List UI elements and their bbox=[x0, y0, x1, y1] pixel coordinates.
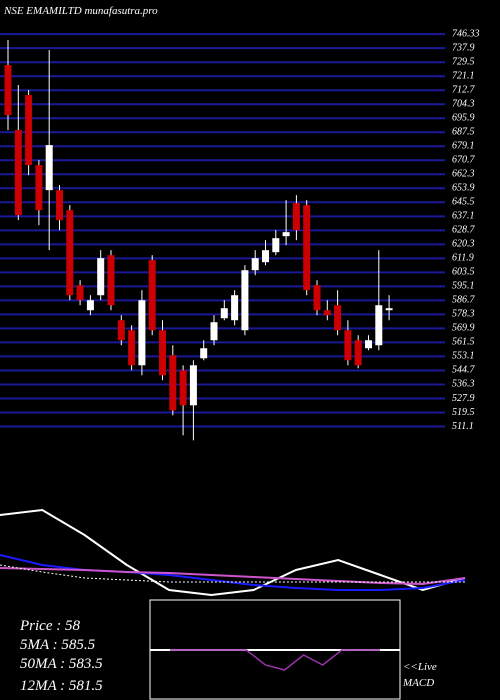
candle-body bbox=[35, 165, 43, 211]
candle-body bbox=[117, 320, 125, 341]
y-tick-label: 687.5 bbox=[452, 127, 475, 138]
candle-body bbox=[128, 330, 136, 366]
y-tick-label: 645.5 bbox=[452, 197, 475, 208]
candle-body bbox=[56, 190, 63, 221]
y-tick-label: 586.7 bbox=[452, 295, 476, 306]
candle-body bbox=[148, 260, 156, 331]
macd-title: MACD bbox=[402, 677, 434, 689]
y-tick-label: 561.5 bbox=[452, 337, 475, 348]
candle-body bbox=[189, 365, 197, 406]
y-tick-label: 704.3 bbox=[452, 99, 475, 110]
candle-body bbox=[282, 232, 290, 237]
candle-body bbox=[251, 258, 259, 271]
y-tick-label: 662.3 bbox=[452, 169, 475, 180]
y-tick-label: 511.1 bbox=[452, 421, 474, 432]
y-tick-label: 603.5 bbox=[452, 267, 475, 278]
candle-body bbox=[45, 145, 53, 191]
indicator-line bbox=[0, 564, 465, 583]
y-tick-label: 737.9 bbox=[452, 42, 475, 53]
candle-body bbox=[220, 308, 228, 319]
candle-body bbox=[107, 255, 115, 306]
indicator-line bbox=[0, 567, 466, 586]
y-tick-label: 679.1 bbox=[452, 141, 475, 152]
y-tick-label: 670.7 bbox=[452, 155, 476, 166]
candle-body bbox=[4, 65, 12, 116]
candle-body bbox=[14, 130, 22, 216]
candle-body bbox=[66, 210, 74, 296]
y-tick-label: 544.7 bbox=[452, 365, 476, 376]
y-tick-label: 519.5 bbox=[452, 407, 475, 418]
y-tick-label: 637.1 bbox=[452, 211, 475, 222]
live-note: <<Live bbox=[403, 661, 437, 673]
y-tick-label: 695.9 bbox=[452, 113, 475, 124]
candle-body bbox=[292, 203, 300, 231]
candle-body bbox=[97, 258, 105, 296]
candle-body bbox=[25, 95, 33, 166]
candle-body bbox=[354, 340, 362, 366]
candle-body bbox=[334, 305, 342, 331]
y-tick-label: 527.9 bbox=[452, 393, 475, 404]
candle-body bbox=[385, 308, 393, 311]
y-tick-label: 595.1 bbox=[452, 281, 475, 292]
y-tick-label: 553.1 bbox=[452, 351, 475, 362]
candle-body bbox=[272, 238, 280, 253]
y-tick-label: 536.3 bbox=[452, 379, 475, 390]
candle-body bbox=[76, 285, 84, 301]
indicator-line bbox=[0, 508, 466, 597]
candle-body bbox=[231, 295, 239, 321]
y-tick-label: 611.9 bbox=[452, 253, 474, 264]
chart-title: NSE EMAMILTD munafasutra.pro bbox=[3, 5, 158, 17]
candle-body bbox=[200, 348, 208, 359]
candle-body bbox=[344, 330, 352, 361]
y-tick-label: 729.5 bbox=[452, 56, 475, 67]
y-tick-label: 569.9 bbox=[452, 323, 475, 334]
candle-body bbox=[159, 330, 166, 376]
candle-body bbox=[138, 300, 146, 366]
candle-body bbox=[86, 300, 94, 311]
info-text: 5MA : 585.5 bbox=[20, 637, 96, 653]
y-tick-label: 746.33 bbox=[452, 28, 480, 39]
info-text: Price : 58 bbox=[19, 618, 80, 634]
info-text: 12MA : 581.5 bbox=[20, 678, 103, 694]
candle-body bbox=[210, 322, 218, 341]
candle-body bbox=[262, 250, 269, 263]
y-tick-label: 620.3 bbox=[452, 239, 475, 250]
candle-body bbox=[241, 270, 249, 331]
macd-line bbox=[170, 649, 380, 671]
info-text: 50MA : 583.5 bbox=[20, 656, 103, 672]
candle-body bbox=[169, 355, 177, 411]
y-tick-label: 628.7 bbox=[452, 225, 476, 236]
y-tick-label: 578.3 bbox=[452, 309, 475, 320]
candle-body bbox=[375, 305, 383, 346]
y-tick-label: 653.9 bbox=[452, 183, 475, 194]
y-tick-label: 712.7 bbox=[452, 85, 476, 96]
candle-body bbox=[179, 370, 187, 406]
candle-body bbox=[323, 310, 331, 316]
candle-body bbox=[365, 340, 372, 349]
y-tick-label: 721.1 bbox=[452, 71, 475, 82]
candle-body bbox=[313, 285, 321, 311]
candle-body bbox=[303, 205, 311, 291]
